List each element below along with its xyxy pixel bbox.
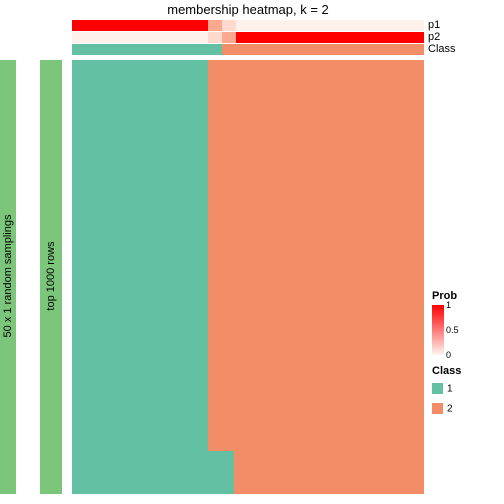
- legend-class-items: 12: [432, 380, 461, 418]
- legend-prob-title: Prob: [432, 290, 457, 302]
- heatmap-notch: [208, 451, 234, 494]
- legend-class-item: 1: [432, 380, 461, 398]
- legend-label: 1: [447, 383, 453, 394]
- legend-class-title: Class: [432, 365, 461, 377]
- annot-segment: [222, 32, 236, 43]
- annot-segment: [222, 20, 236, 31]
- annot-segment: [222, 44, 424, 55]
- prob-tick: 1: [446, 301, 451, 310]
- heatmap-column: [72, 60, 208, 494]
- heatmap-body: [72, 60, 424, 494]
- legend-swatch: [432, 403, 443, 414]
- annot-segment: [72, 32, 208, 43]
- annot-segment: [236, 32, 424, 43]
- heatmap-column: [208, 60, 424, 494]
- annot-row-Class: [72, 44, 424, 55]
- rows-label: top 1000 rows: [45, 59, 57, 493]
- annot-label-p2: p2: [428, 31, 440, 43]
- annot-segment: [72, 44, 222, 55]
- annot-row-p2: [72, 32, 424, 43]
- legend-class: Class 12: [432, 365, 461, 420]
- annot-segment: [236, 20, 424, 31]
- prob-tick: 0: [446, 351, 451, 360]
- annot-segment: [72, 20, 208, 31]
- chart-title: membership heatmap, k = 2: [72, 2, 424, 17]
- legend-label: 2: [447, 403, 453, 414]
- heatmap-notch: [208, 312, 227, 386]
- prob-tick: 0.5: [446, 326, 459, 335]
- annot-segment: [208, 20, 222, 31]
- legend-prob: Prob 10.50: [432, 290, 457, 355]
- annot-segment: [208, 32, 222, 43]
- annot-row-p1: [72, 20, 424, 31]
- sampling-label: 50 x 1 random samplings: [2, 59, 14, 493]
- legend-class-item: 2: [432, 400, 461, 418]
- legend-swatch: [432, 383, 443, 394]
- annot-label-Class: Class: [428, 43, 456, 55]
- prob-gradient: [432, 305, 444, 355]
- annot-label-p1: p1: [428, 19, 440, 31]
